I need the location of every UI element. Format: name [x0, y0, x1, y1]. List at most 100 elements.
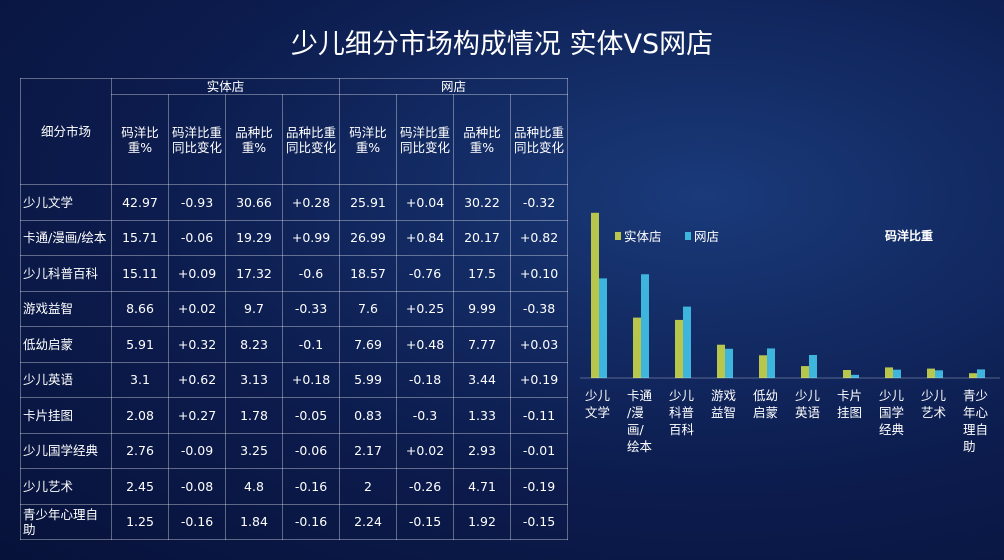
bar	[809, 354, 817, 378]
row-header: 少儿文学	[20, 184, 112, 221]
table-cell: 4.8	[225, 468, 283, 505]
table-cell: -0.05	[282, 397, 340, 434]
table-cell: +0.09	[168, 255, 226, 292]
table-cell: +0.02	[168, 290, 226, 327]
table-cell: 20.17	[453, 219, 511, 256]
table-row: 少儿艺术 2.45 -0.08 4.8 -0.16 2 -0.26 4.71 -0.19	[20, 468, 568, 505]
legend-label: 网店	[694, 229, 719, 244]
x-tick-label: 游戏益智	[711, 388, 736, 420]
legend-swatch	[615, 232, 621, 240]
table-cell: 8.66	[111, 290, 169, 327]
bar	[725, 348, 733, 378]
bar	[801, 366, 809, 378]
table-cell: 1.25	[111, 503, 169, 540]
table-cell: 9.99	[453, 290, 511, 327]
table-cell: +0.84	[396, 219, 454, 256]
column-header: 码洋比重同比变化	[396, 94, 454, 185]
table-cell: 42.97	[111, 184, 169, 221]
table-cell: -0.16	[282, 503, 340, 540]
table-cell: 5.91	[111, 326, 169, 363]
table-cell: 1.92	[453, 503, 511, 540]
bar	[591, 212, 599, 378]
table-cell: +0.27	[168, 397, 226, 434]
table-cell: -0.6	[282, 255, 340, 292]
table-cell: -0.38	[510, 290, 568, 327]
slide-title: 少儿细分市场构成情况 实体VS网店	[290, 29, 714, 60]
bar	[599, 278, 607, 378]
table-row: 游戏益智 8.66 +0.02 9.7 -0.33 7.6 +0.25 9.99 -0.38	[20, 290, 568, 327]
table-cell: 17.5	[453, 255, 511, 292]
table-cell: 25.91	[339, 184, 397, 221]
x-tick-label: 卡片挂图	[837, 388, 862, 420]
table-row: 少儿国学经典 2.76 -0.09 3.25 -0.06 2.17 +0.02 2.93 -0.…	[20, 432, 568, 469]
x-tick-label: 卡通/漫画/绘本	[627, 388, 653, 454]
table-cell: -0.19	[510, 468, 568, 505]
table-cell: 8.23	[225, 326, 283, 363]
bar	[927, 368, 935, 378]
table-cell: -0.3	[396, 397, 454, 434]
table-cell: -0.11	[510, 397, 568, 434]
chart-title: 码洋比重	[885, 228, 933, 243]
x-tick-label: 低幼启蒙	[753, 388, 778, 420]
bar	[885, 367, 893, 378]
bar	[977, 369, 985, 378]
x-tick-label: 青少年心理自助	[963, 388, 989, 454]
column-header: 码洋比重%	[111, 94, 169, 185]
table-cell: 2.45	[111, 468, 169, 505]
table-cell: -0.93	[168, 184, 226, 221]
table-cell: -0.33	[282, 290, 340, 327]
table-cell: +0.62	[168, 361, 226, 398]
x-tick-label: 少儿国学经典	[879, 388, 905, 437]
table-cell: -0.08	[168, 468, 226, 505]
table-cell: +0.04	[396, 184, 454, 221]
table-cell: 5.99	[339, 361, 397, 398]
bar	[969, 373, 977, 378]
column-header: 品种比重同比变化	[510, 94, 568, 185]
table-cell: -0.16	[168, 503, 226, 540]
bar	[717, 344, 725, 378]
table-cell: 2.17	[339, 432, 397, 469]
table-cell: 1.84	[225, 503, 283, 540]
legend-swatch	[685, 232, 691, 240]
column-header: 品种比重同比变化	[282, 94, 340, 185]
row-header: 少儿英语	[20, 361, 112, 398]
table-cell: +0.19	[510, 361, 568, 398]
table-cell: 17.32	[225, 255, 283, 292]
table-cell: 0.83	[339, 397, 397, 434]
bar	[851, 374, 859, 378]
x-tick-label: 少儿英语	[795, 388, 821, 420]
table-row: 细分市场 实体店 网店	[20, 78, 568, 185]
table-cell: 30.66	[225, 184, 283, 221]
bar	[767, 348, 775, 378]
table-cell: 18.57	[339, 255, 397, 292]
table-cell: 2.24	[339, 503, 397, 540]
table-row: 青少年心理自助 1.25 -0.16 1.84 -0.16 2.24 -0.15 1.92 -0…	[20, 503, 568, 540]
row-header: 青少年心理自助	[20, 503, 112, 540]
data-table: 细分市场 实体店 网店 码洋比重% 码洋比重同比变化 品种比重% 品种比重同比变化 码洋比重%…	[20, 78, 568, 540]
table-row: 低幼启蒙 5.91 +0.32 8.23 -0.1 7.69 +0.48 7.77 +0.03	[20, 326, 568, 363]
table-cell: -0.1	[282, 326, 340, 363]
bar	[843, 370, 851, 378]
bar	[641, 274, 649, 378]
table-cell: +0.32	[168, 326, 226, 363]
table-cell: +0.03	[510, 326, 568, 363]
bar	[683, 306, 691, 378]
row-header: 少儿艺术	[20, 468, 112, 505]
x-tick-label: 少儿文学	[585, 388, 611, 420]
bar	[935, 370, 943, 378]
table-cell: 3.44	[453, 361, 511, 398]
table-cell: +0.18	[282, 361, 340, 398]
column-header: 码洋比重同比变化	[168, 94, 226, 185]
table-cell: -0.06	[282, 432, 340, 469]
table-cell: -0.15	[510, 503, 568, 540]
table-cell: -0.32	[510, 184, 568, 221]
table-cell: 15.11	[111, 255, 169, 292]
table-cell: +0.02	[396, 432, 454, 469]
table-cell: 3.25	[225, 432, 283, 469]
table-row: 少儿英语 3.1 +0.62 3.13 +0.18 5.99 -0.18 3.44 +0.19	[20, 361, 568, 398]
table-cell: 7.77	[453, 326, 511, 363]
column-header: 品种比重%	[225, 94, 283, 185]
bar	[633, 317, 641, 378]
